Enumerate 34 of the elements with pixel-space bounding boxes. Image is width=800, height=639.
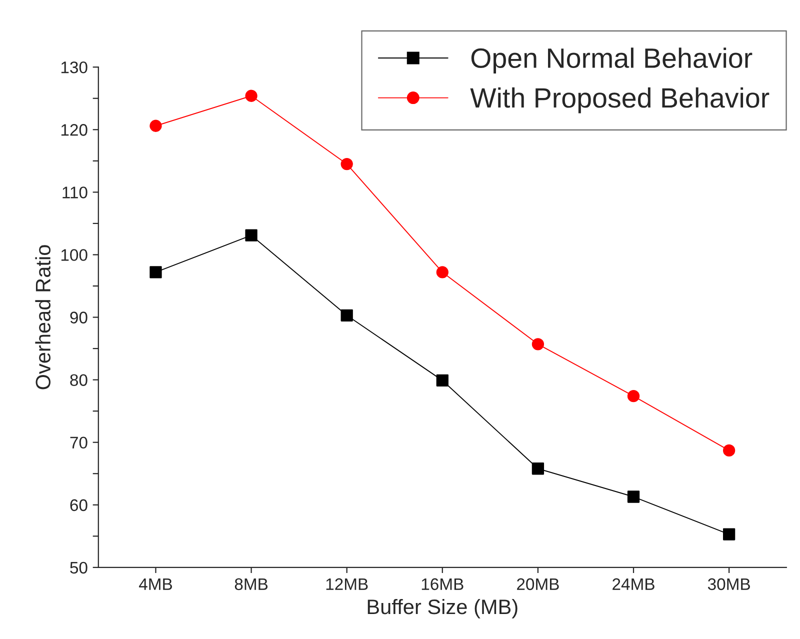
point (532, 338, 544, 350)
y-tick-label: 110 (62, 186, 88, 198)
point (340, 158, 353, 170)
y-tick-label: 80 (70, 374, 88, 386)
point (150, 120, 162, 132)
x-tick-label: 20MB (517, 578, 559, 590)
y-axis-title: Overhead Ratio (35, 245, 51, 390)
legend-label: With Proposed Behavior (470, 87, 770, 114)
y-tick-label: 50 (70, 562, 88, 574)
y-tick-label: 100 (61, 249, 88, 261)
point (627, 490, 640, 503)
y-tick-label: 90 (70, 312, 88, 324)
x-tick-label: 12MB (326, 578, 368, 590)
point (436, 374, 448, 387)
y-tick-label: 60 (70, 499, 88, 512)
point (722, 444, 736, 457)
point (340, 309, 353, 322)
x-tick-label: 24MB (612, 578, 654, 590)
x-tick-label: 30MB (708, 578, 750, 590)
x-tick-label: 4MB (138, 578, 172, 590)
point (627, 390, 640, 402)
point (532, 462, 544, 475)
y-tick-label: 120 (61, 124, 88, 136)
x-tick-label: 8MB (234, 578, 268, 590)
point (245, 90, 258, 102)
point (245, 229, 258, 242)
y-tick-label: 130 (61, 61, 88, 74)
legend-label: Open Normal Behavior (471, 48, 752, 74)
x-axis-title: Buffer Size (MB) (368, 598, 518, 618)
x-tick-label: 16MB (422, 578, 464, 590)
y-tick-label: 70 (70, 436, 88, 449)
point (436, 266, 448, 278)
point (722, 528, 736, 540)
point (150, 266, 162, 278)
